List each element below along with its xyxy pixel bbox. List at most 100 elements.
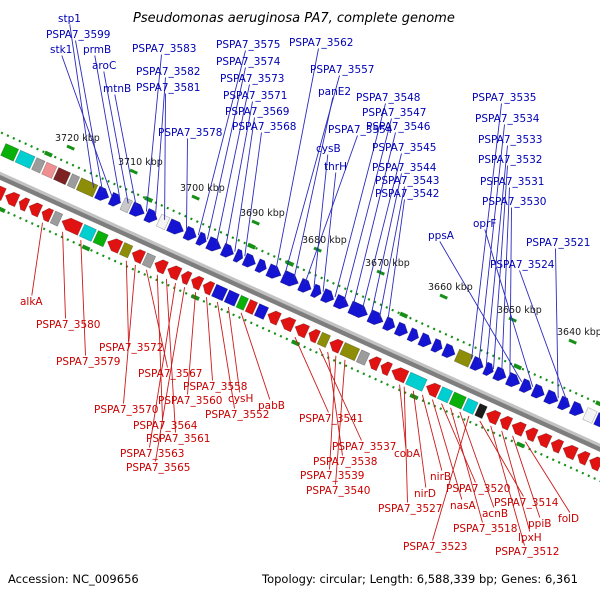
gene-glyph-forward[interactable]: [219, 242, 235, 258]
gene-label[interactable]: PSPA7_3520: [446, 483, 511, 495]
gene-glyph-reverse[interactable]: [180, 270, 193, 286]
gene-glyph-reverse[interactable]: [294, 323, 311, 339]
gene-label[interactable]: prmB: [83, 44, 111, 56]
gene-glyph-reverse[interactable]: [119, 242, 134, 259]
gene-glyph-reverse[interactable]: [253, 303, 270, 320]
gene-glyph-reverse[interactable]: [211, 283, 229, 302]
gene-label[interactable]: PSPA7_3540: [306, 485, 371, 497]
gene-glyph-reverse[interactable]: [511, 421, 527, 437]
gene-glyph-forward[interactable]: [406, 327, 420, 343]
gene-glyph-reverse[interactable]: [355, 349, 371, 366]
gene-glyph-forward[interactable]: [319, 288, 335, 304]
gene-glyph-forward[interactable]: [453, 348, 474, 368]
gene-label[interactable]: PSPA7_3543: [375, 175, 440, 187]
gene-label[interactable]: PSPA7_3541: [299, 413, 364, 425]
gene-label[interactable]: PSPA7_3562: [289, 37, 354, 49]
gene-glyph-reverse[interactable]: [537, 433, 553, 449]
gene-label[interactable]: PSPA7_3567: [138, 368, 203, 380]
gene-glyph-forward[interactable]: [366, 309, 384, 326]
gene-glyph-forward[interactable]: [441, 343, 456, 359]
gene-glyph-forward[interactable]: [417, 332, 432, 348]
gene-label[interactable]: PSPA7_3575: [216, 39, 281, 51]
gene-glyph-forward[interactable]: [381, 316, 396, 332]
gene-label[interactable]: PSPA7_3512: [495, 546, 560, 558]
gene-label[interactable]: PSPA7_3568: [232, 121, 297, 133]
gene-label[interactable]: pabB: [258, 400, 285, 412]
gene-label[interactable]: acnB: [482, 508, 508, 520]
gene-glyph-forward[interactable]: [41, 161, 58, 179]
gene-glyph-reverse[interactable]: [486, 409, 502, 426]
gene-label[interactable]: PSPA7_3521: [526, 237, 591, 249]
gene-glyph-forward[interactable]: [195, 231, 207, 246]
gene-glyph-reverse[interactable]: [131, 249, 147, 265]
gene-label[interactable]: PSPA7_3569: [225, 106, 290, 118]
gene-label[interactable]: folD: [558, 513, 579, 525]
gene-label[interactable]: cysB: [316, 143, 341, 155]
gene-glyph-forward[interactable]: [347, 300, 368, 319]
gene-glyph-forward[interactable]: [518, 378, 532, 394]
gene-label[interactable]: PSPA7_3563: [120, 448, 185, 460]
gene-glyph-reverse[interactable]: [525, 427, 539, 443]
gene-glyph-reverse[interactable]: [41, 207, 55, 223]
gene-glyph-forward[interactable]: [492, 366, 507, 382]
gene-glyph-reverse[interactable]: [339, 342, 361, 362]
gene-glyph-reverse[interactable]: [308, 328, 321, 344]
gene-glyph-forward[interactable]: [543, 389, 559, 405]
gene-label[interactable]: PSPA7_3545: [372, 142, 437, 154]
gene-glyph-forward[interactable]: [119, 197, 133, 214]
gene-label[interactable]: PSPA7_3571: [223, 90, 288, 102]
gene-glyph-forward[interactable]: [66, 173, 81, 190]
gene-label[interactable]: cysH: [228, 393, 253, 405]
gene-glyph-forward[interactable]: [14, 149, 36, 169]
gene-glyph-reverse[interactable]: [167, 265, 183, 281]
gene-label[interactable]: PSPA7_3544: [372, 162, 437, 174]
gene-glyph-forward[interactable]: [568, 400, 584, 417]
gene-glyph-forward[interactable]: [94, 185, 110, 201]
gene-glyph-forward[interactable]: [75, 177, 99, 198]
gene-label[interactable]: thrH: [324, 161, 347, 173]
gene-label[interactable]: PSPA7_3552: [205, 409, 270, 421]
gene-label[interactable]: PSPA7_3547: [362, 107, 427, 119]
gene-glyph-reverse[interactable]: [18, 197, 31, 212]
gene-glyph-reverse[interactable]: [92, 230, 109, 248]
gene-glyph-reverse[interactable]: [380, 361, 393, 377]
gene-glyph-reverse[interactable]: [589, 456, 600, 472]
gene-glyph-reverse[interactable]: [5, 191, 21, 208]
gene-glyph-reverse[interactable]: [391, 367, 410, 384]
gene-label[interactable]: PSPA7_3578: [158, 127, 223, 139]
gene-label[interactable]: PSPA7_3538: [313, 456, 378, 468]
gene-label[interactable]: panE2: [318, 86, 351, 98]
gene-glyph-forward[interactable]: [0, 143, 20, 162]
gene-glyph-reverse[interactable]: [499, 415, 514, 431]
gene-glyph-forward[interactable]: [482, 361, 494, 377]
gene-label[interactable]: PSPA7_3557: [310, 64, 375, 76]
gene-glyph-forward[interactable]: [143, 208, 158, 224]
gene-label[interactable]: lpxH: [518, 532, 542, 544]
gene-label[interactable]: PSPA7_3574: [216, 56, 281, 68]
gene-label[interactable]: ppsA: [428, 230, 455, 242]
gene-label[interactable]: PSPA7_3530: [482, 196, 547, 208]
gene-label[interactable]: PSPA7_3579: [56, 356, 121, 368]
gene-glyph-forward[interactable]: [430, 338, 443, 353]
gene-label[interactable]: aroC: [92, 60, 116, 72]
gene-label[interactable]: PSPA7_3527: [378, 503, 443, 515]
gene-glyph-forward[interactable]: [182, 225, 197, 241]
gene-glyph-reverse[interactable]: [235, 294, 249, 311]
gene-glyph-reverse[interactable]: [316, 331, 331, 348]
gene-label[interactable]: PSPA7_3535: [472, 92, 537, 104]
gene-glyph-forward[interactable]: [309, 283, 322, 299]
gene-glyph-reverse[interactable]: [107, 238, 124, 254]
gene-label[interactable]: PSPA7_3570: [94, 404, 159, 416]
gene-glyph-forward[interactable]: [31, 157, 46, 174]
gene-glyph-reverse[interactable]: [61, 217, 84, 236]
gene-glyph-reverse[interactable]: [78, 223, 97, 242]
gene-label[interactable]: PSPA7_3539: [300, 470, 365, 482]
gene-label[interactable]: oprF: [473, 218, 496, 230]
gene-label[interactable]: PSPA7_3573: [220, 73, 285, 85]
gene-glyph-forward[interactable]: [155, 213, 171, 231]
gene-label[interactable]: PSPA7_3560: [158, 395, 223, 407]
gene-glyph-reverse[interactable]: [448, 391, 467, 410]
gene-glyph-forward[interactable]: [241, 252, 256, 268]
gene-glyph-reverse[interactable]: [202, 280, 216, 296]
gene-glyph-reverse[interactable]: [154, 259, 169, 275]
